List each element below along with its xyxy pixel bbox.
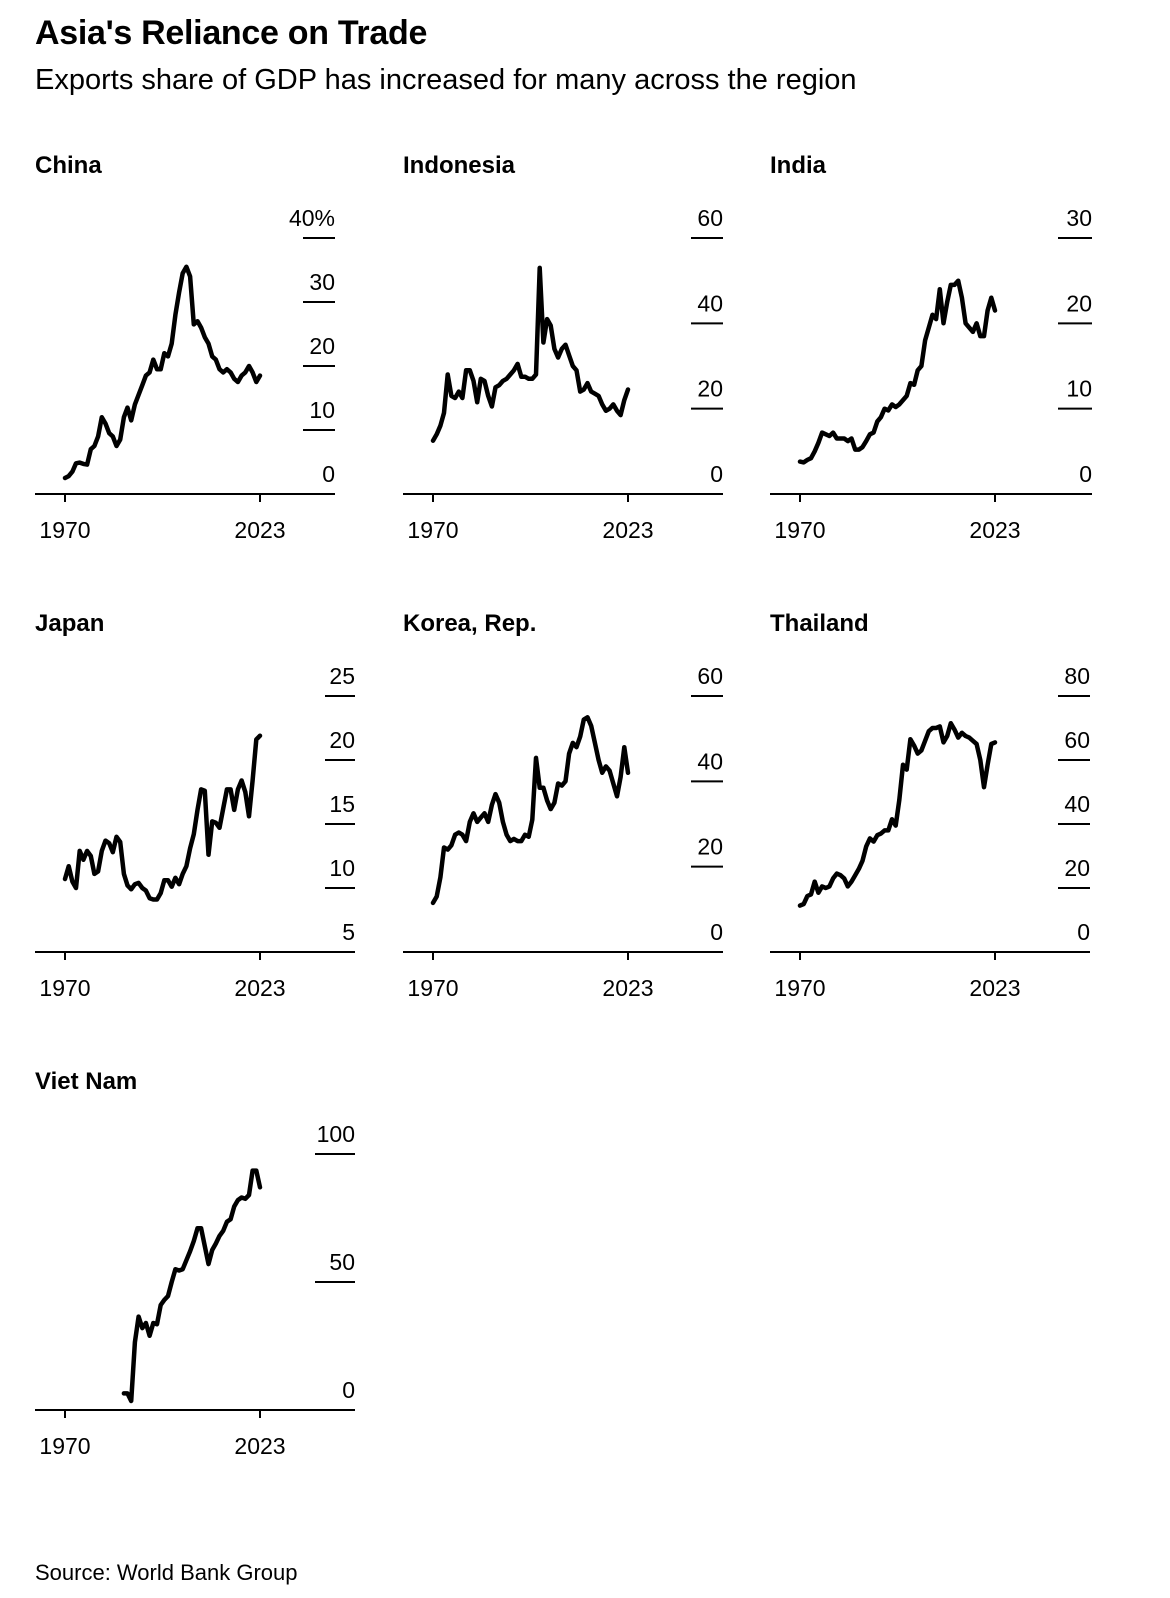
x-tick-label: 2023 xyxy=(969,975,1020,1001)
panel-title: Indonesia xyxy=(403,152,516,179)
x-tick-label: 2023 xyxy=(234,975,285,1001)
y-tick-label: 100 xyxy=(317,1121,355,1147)
y-tick-label: 60 xyxy=(697,663,723,689)
series-line xyxy=(430,265,631,443)
line-chart-korea: 0 20 40 60 1970 2023 xyxy=(403,663,723,1001)
chart-subtitle: Exports share of GDP has increased for m… xyxy=(35,64,857,96)
line-chart-thailand: 0 20 40 60 80 1970 2023 xyxy=(770,663,1090,1001)
line-chart-viet-nam: 0 50 100 1970 2023 xyxy=(35,1121,355,1459)
series-line xyxy=(121,1168,263,1404)
x-tick-label: 2023 xyxy=(602,975,653,1001)
panel-title: Thailand xyxy=(770,610,869,637)
panel-indonesia: Indonesia 0 20 40 60 1970 2023 xyxy=(403,152,743,572)
y-tick-label: 20 xyxy=(1066,290,1092,316)
x-tick-label: 1970 xyxy=(407,975,458,1001)
panel-china: China 0 10 20 30 40% 1970 2023 xyxy=(35,152,375,572)
y-tick-label: 0 xyxy=(1077,919,1090,945)
y-tick-label: 60 xyxy=(1064,727,1090,753)
y-tick-label: 40 xyxy=(697,748,723,774)
y-tick-label: 0 xyxy=(322,461,335,487)
y-tick-label: 50 xyxy=(329,1249,355,1275)
panel-korea: Korea, Rep. 0 20 40 60 1970 2023 xyxy=(403,610,743,1030)
y-tick-label: 10 xyxy=(1066,376,1092,402)
panel-title: India xyxy=(770,152,827,179)
y-tick-label: 20 xyxy=(309,333,335,359)
panel-india: India 0 10 20 30 1970 2023 xyxy=(770,152,1110,572)
series-line xyxy=(797,278,998,465)
x-tick-label: 2023 xyxy=(234,1433,285,1459)
y-tick-label: 80 xyxy=(1064,663,1090,689)
chart-title: Asia's Reliance on Trade xyxy=(35,14,428,52)
x-tick-label: 1970 xyxy=(407,517,458,543)
line-chart-china: 0 10 20 30 40% 1970 2023 xyxy=(35,205,335,543)
panel-title: China xyxy=(35,152,102,179)
y-tick-label: 10 xyxy=(329,855,355,881)
x-tick-label: 2023 xyxy=(602,517,653,543)
x-tick-label: 1970 xyxy=(774,517,825,543)
series-line xyxy=(62,733,263,902)
y-tick-label: 0 xyxy=(710,919,723,945)
panel-title: Viet Nam xyxy=(35,1068,138,1095)
y-tick-label: 30 xyxy=(1066,205,1092,231)
x-tick-label: 1970 xyxy=(39,517,90,543)
x-tick-label: 1970 xyxy=(774,975,825,1001)
y-tick-label: 0 xyxy=(342,1377,355,1403)
line-chart-japan: 5 10 15 20 25 1970 2023 xyxy=(35,663,355,1001)
panel-japan: Japan 5 10 15 20 25 1970 2023 xyxy=(35,610,375,1030)
series-line xyxy=(797,720,998,908)
y-tick-label: 15 xyxy=(329,791,355,817)
panel-title: Japan xyxy=(35,610,105,637)
y-tick-label: 40 xyxy=(1064,791,1090,817)
panel-title: Korea, Rep. xyxy=(403,610,537,637)
y-tick-label: 10 xyxy=(309,397,335,423)
line-chart-indonesia: 0 20 40 60 1970 2023 xyxy=(403,205,723,543)
y-tick-label: 40 xyxy=(697,290,723,316)
y-tick-label: 20 xyxy=(329,727,355,753)
y-tick-label: 20 xyxy=(697,834,723,860)
panel-viet-nam: Viet Nam 0 50 100 1970 2023 xyxy=(35,1068,375,1488)
x-tick-label: 1970 xyxy=(39,975,90,1001)
panel-thailand: Thailand 0 20 40 60 80 1970 2023 xyxy=(770,610,1110,1030)
series-line xyxy=(430,715,631,906)
x-tick-label: 2023 xyxy=(234,517,285,543)
y-tick-label: 20 xyxy=(1064,855,1090,881)
series-line xyxy=(62,264,263,481)
y-tick-label: 25 xyxy=(329,663,355,689)
y-tick-label: 0 xyxy=(710,461,723,487)
y-tick-label: 20 xyxy=(697,376,723,402)
y-tick-label: 0 xyxy=(1079,461,1092,487)
x-tick-label: 1970 xyxy=(39,1433,90,1459)
x-tick-label: 2023 xyxy=(969,517,1020,543)
line-chart-india: 0 10 20 30 1970 2023 xyxy=(770,205,1092,543)
y-tick-label: 5 xyxy=(342,919,355,945)
y-tick-label: 60 xyxy=(697,205,723,231)
y-tick-label: 30 xyxy=(309,269,335,295)
source-note: Source: World Bank Group xyxy=(35,1560,298,1585)
y-tick-label: 40% xyxy=(289,205,335,231)
